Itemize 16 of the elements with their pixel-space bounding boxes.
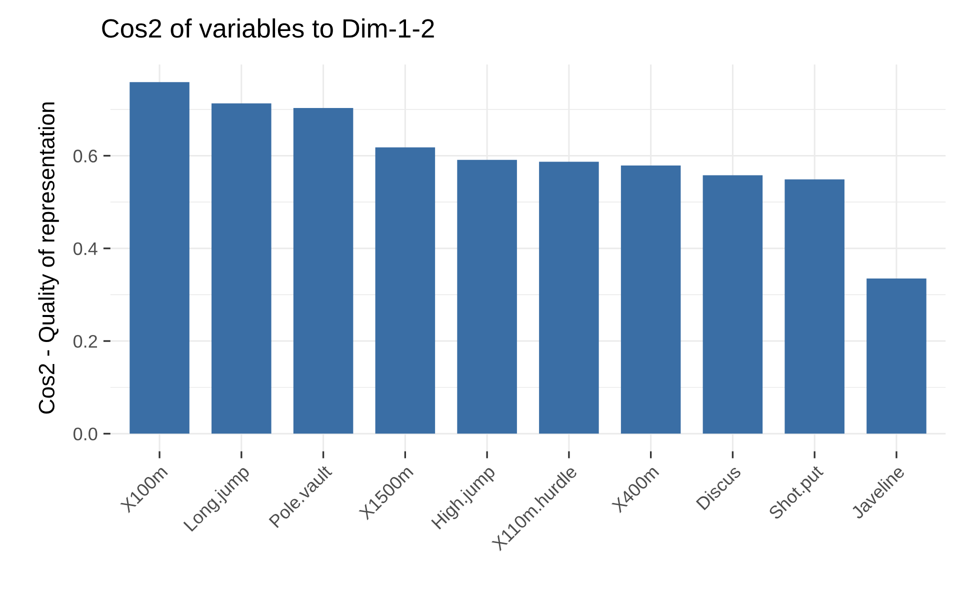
bar	[457, 160, 517, 434]
bar	[784, 179, 844, 434]
bar	[293, 108, 354, 434]
bar	[702, 175, 763, 434]
y-tick-label: 0.0	[74, 428, 98, 440]
bar	[375, 147, 436, 434]
bar	[130, 82, 190, 434]
bar	[539, 162, 599, 434]
chart-title: Cos2 of variables to Dim-1-2	[102, 18, 434, 38]
y-tick-label: 0.2	[74, 334, 97, 348]
y-tick-label: 0.4	[74, 242, 98, 256]
bar	[620, 165, 681, 434]
bar	[212, 103, 272, 434]
y-axis-title: Cos2 - Quality of representation	[38, 102, 59, 414]
bar	[866, 278, 926, 434]
y-tick-label: 0.6	[74, 150, 98, 162]
